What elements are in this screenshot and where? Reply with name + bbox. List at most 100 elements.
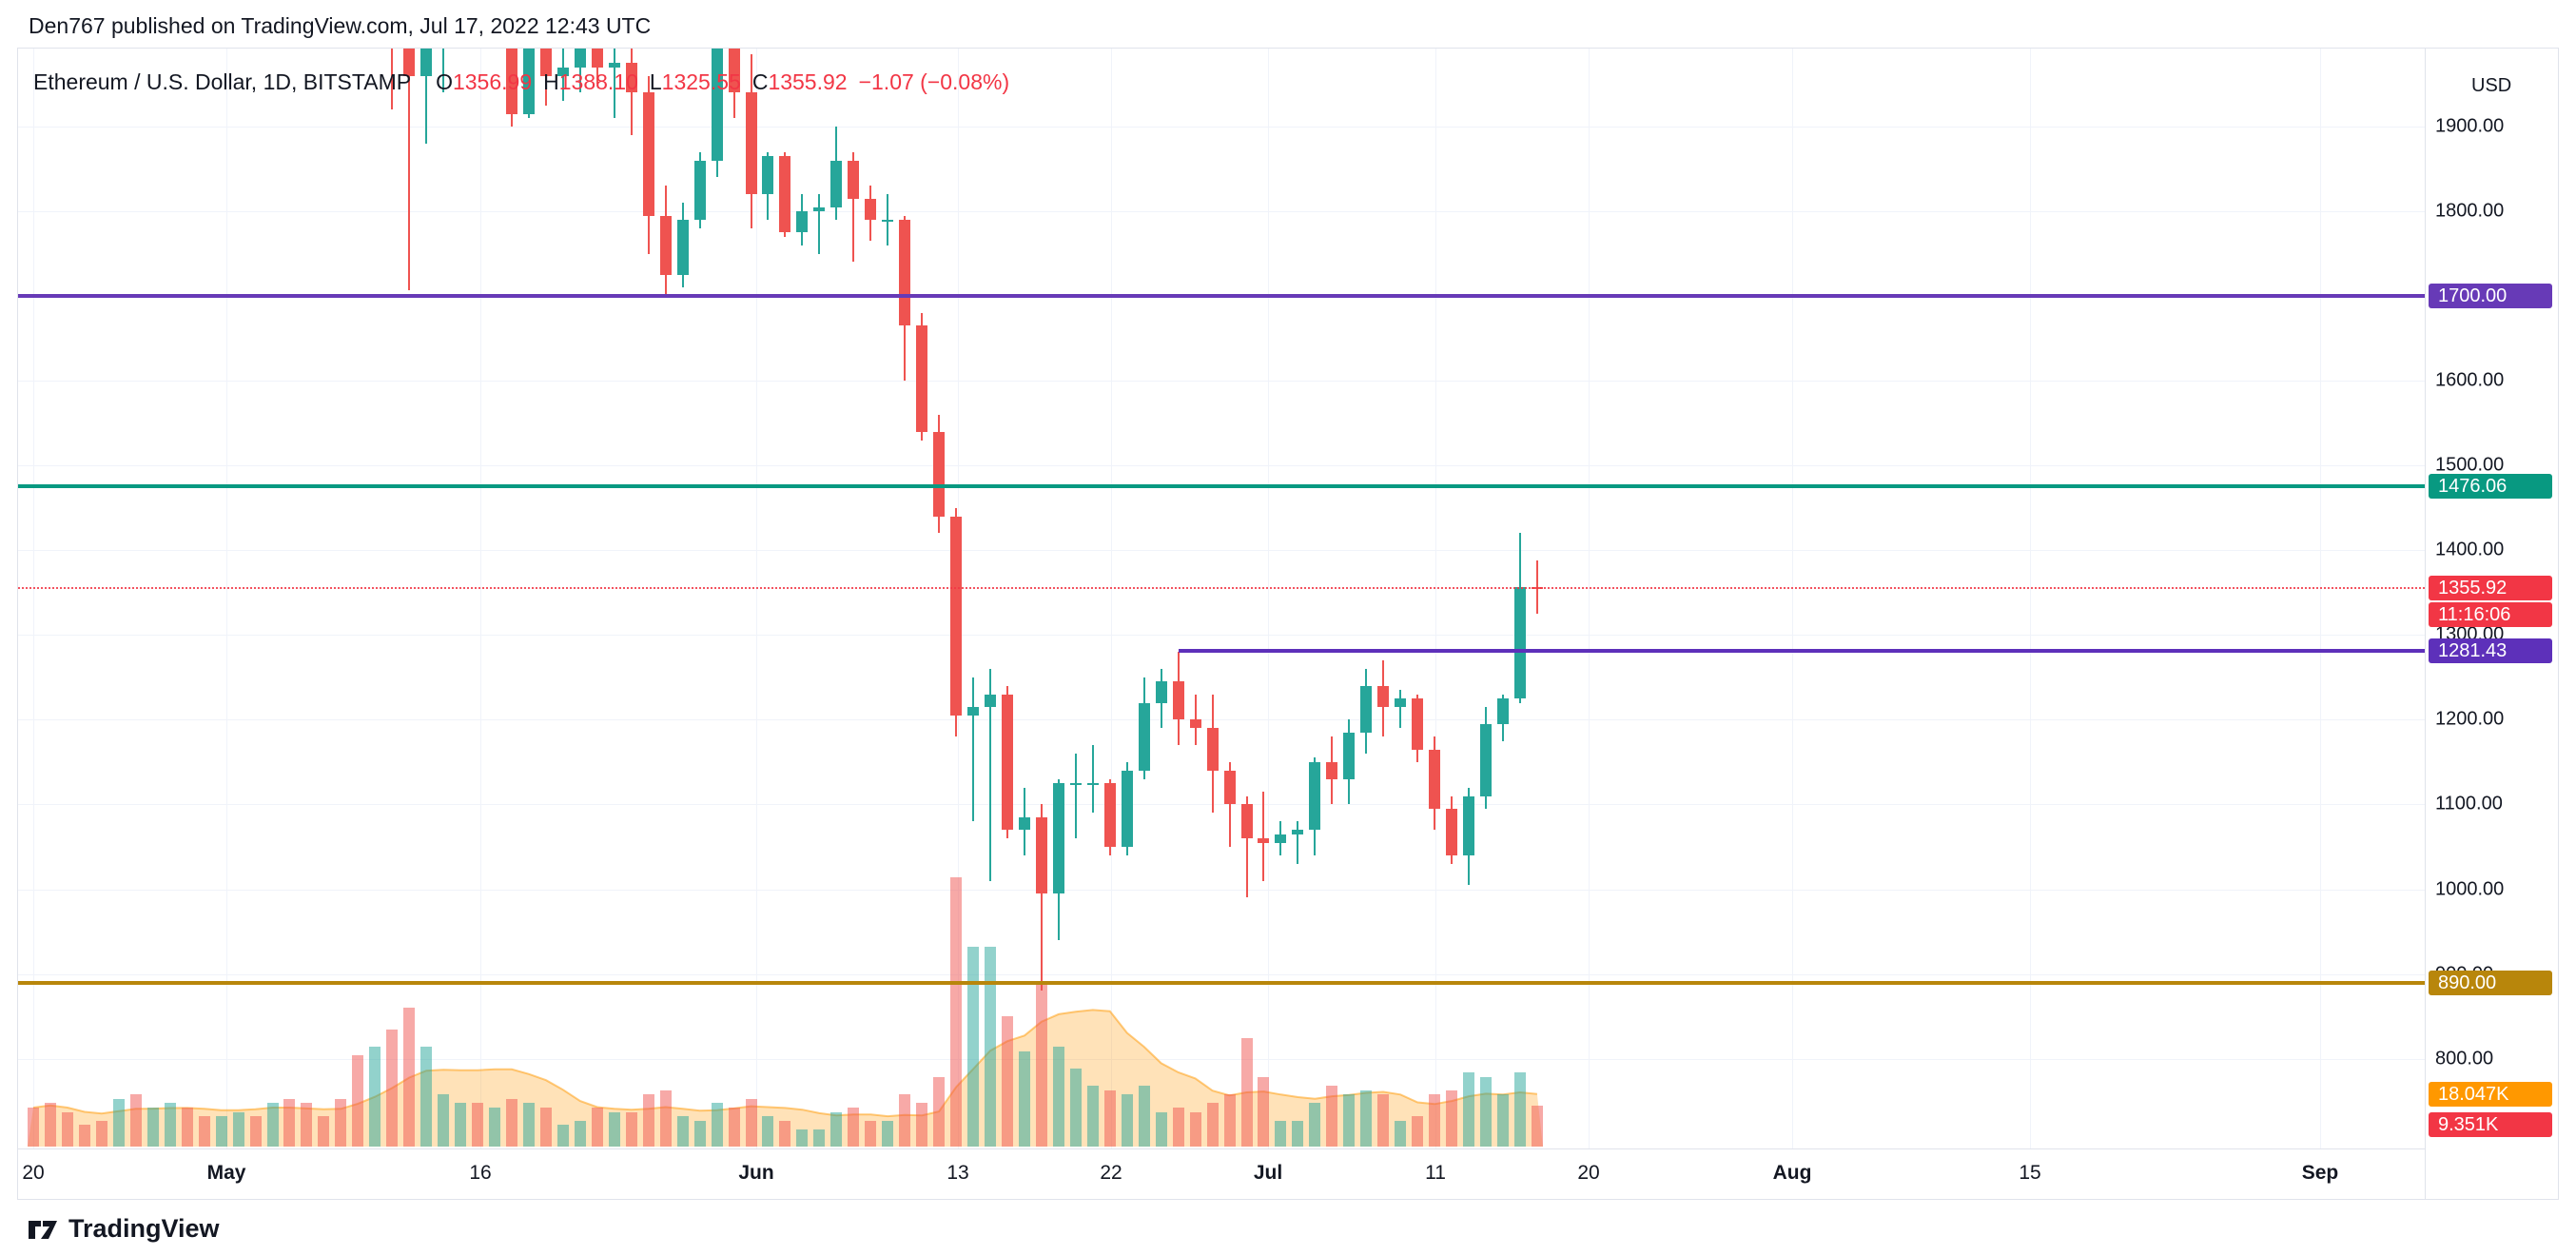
volume-bar [1240,1038,1253,1147]
volume-bar [1035,981,1047,1147]
volume-bar [1103,1089,1116,1147]
time-axis[interactable]: 20 May 16 Jun 13 22 Jul 11 20 Aug 15 Sep [18,1148,2425,1200]
candle-wick [408,49,411,290]
price-tick-label: 1400.00 [2435,539,2505,560]
time-tick-label: 11 [1425,1162,1446,1184]
candle [865,198,877,220]
candle [1275,834,1287,843]
candle [1052,783,1064,893]
volume-bar [1258,1077,1270,1147]
candle [1496,698,1509,724]
support-resistance-line[interactable] [18,980,2425,985]
candle [1377,685,1390,708]
tradingview-logo-text: TradingView [68,1214,220,1243]
gridline-v [2320,49,2321,1148]
candle [1258,838,1270,843]
volume-bar [608,1111,620,1147]
volume-bar [659,1089,672,1147]
price-pane[interactable] [18,49,2425,1148]
volume-bar [574,1120,586,1147]
close-label: C [751,69,769,94]
volume-bar [472,1103,484,1147]
support-resistance-line[interactable] [1178,648,2425,653]
volume-bar [1343,1094,1356,1147]
current-price-line [18,586,2425,589]
candle-wick [1297,821,1299,864]
candle [1035,816,1047,893]
candle [1223,770,1236,805]
candle [711,49,723,161]
volume-bar [745,1098,757,1147]
volume-bar [865,1120,877,1147]
candle-wick [1245,795,1248,898]
candle [574,49,586,68]
chart-legend: Ethereum / U.S. Dollar, 1D, BITSTAMP O135… [33,69,1009,95]
publish-header: Den767 published on TradingView.com, Jul… [29,13,652,38]
candle [1002,694,1013,831]
candle [985,694,997,708]
candle [779,156,791,233]
price-tick-label: 1500.00 [2435,454,2505,476]
candle [882,219,894,222]
candle [796,211,809,233]
candle [745,92,757,195]
candle-wick [887,194,889,245]
candle [642,92,654,216]
low-value: 1325.55 [661,69,741,94]
time-tick-label: Jul [1253,1162,1283,1184]
candle [591,49,603,68]
volume-bar [1377,1094,1390,1147]
volume-bar [1360,1089,1373,1147]
volume-bar [1463,1072,1475,1147]
volume-bar [403,1008,416,1147]
tradingview-logo[interactable]: TradingView [27,1214,220,1244]
currency-label: USD [2471,75,2512,96]
time-tick-label: Jun [738,1162,774,1184]
support-resistance-line[interactable] [18,294,2425,299]
volume-bar [1446,1089,1458,1147]
change-value: −1.07 (−0.08%) [858,69,1010,94]
volume-bar [249,1116,262,1147]
candle-wick [613,49,615,119]
high-label: H [543,69,559,94]
volume-bar [198,1116,210,1147]
candle [1172,681,1184,720]
candle [1513,587,1526,699]
support-resistance-line[interactable] [18,483,2425,488]
volume-bar [899,1094,911,1147]
time-tick-label: 15 [2019,1162,2041,1184]
time-tick-label: Sep [2301,1162,2339,1184]
volume-bar [352,1055,364,1147]
symbol-title[interactable]: Ethereum / U.S. Dollar, 1D, BITSTAMP [33,69,412,94]
gridline-v [226,49,227,1148]
candle [1121,770,1133,847]
candle-wick [989,668,992,881]
time-tick-label: 13 [946,1162,969,1184]
volume-bar [1292,1120,1304,1147]
gridline-h [18,973,2425,975]
volume-bar [369,1047,381,1147]
candle-wick [1074,754,1077,839]
candle [1189,719,1201,729]
volume-bar [1412,1116,1424,1147]
volume-bar [933,1077,946,1147]
candle [1069,783,1082,786]
candle [916,325,928,432]
price-level-badge: 1281.43 [2429,638,2552,663]
volume-bar [1309,1103,1321,1147]
candle [848,160,860,199]
candle-wick [391,49,394,110]
candle [1480,723,1493,796]
price-axis[interactable]: USD 1900.001800.001700.001600.001500.001… [2425,49,2558,1199]
volume-bar [215,1116,227,1147]
candle [830,160,843,207]
volume-bar [848,1107,860,1147]
candle [1292,830,1304,834]
volume-bar [642,1094,654,1147]
volume-badge: 9.351K [2429,1111,2552,1137]
volume-bar [882,1120,894,1147]
time-tick-label: 16 [469,1162,492,1184]
gridline-v [1111,49,1112,1148]
volume-bar [1531,1106,1543,1147]
volume-bar [95,1120,107,1147]
